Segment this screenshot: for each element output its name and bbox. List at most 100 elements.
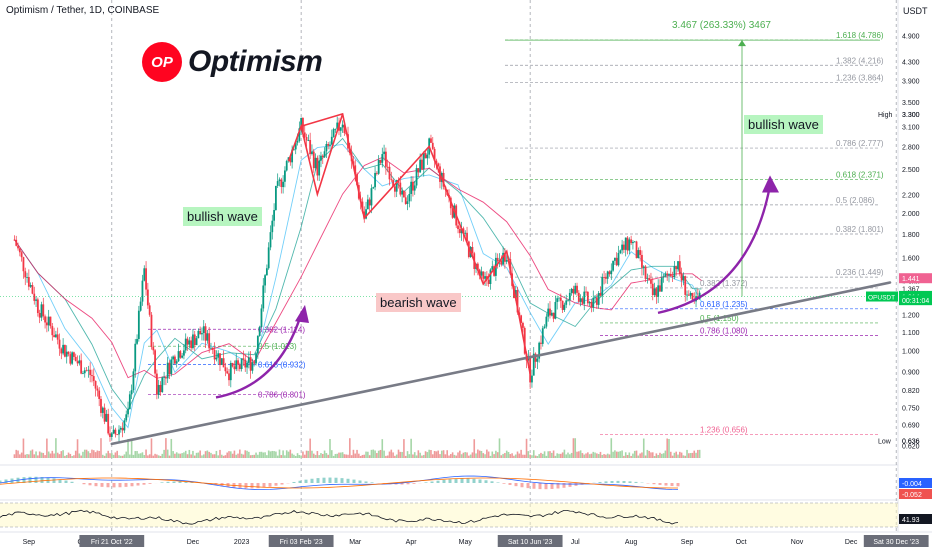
candle-body [279, 180, 281, 182]
volume-bar [293, 455, 295, 458]
volume-bar [136, 451, 138, 458]
volume-bar [297, 453, 299, 458]
volume-bar [282, 450, 284, 458]
candle-body [311, 152, 313, 154]
macd-histogram-bar [605, 481, 608, 483]
candle-body [484, 276, 486, 279]
candle-body [250, 357, 252, 370]
candle-body [652, 284, 654, 295]
volume-bar [266, 455, 268, 458]
volume-bar [598, 454, 600, 458]
candle-body [270, 232, 272, 247]
x-tick-label: Nov [791, 539, 804, 546]
candle-body [143, 268, 145, 280]
volume-bar [620, 451, 622, 458]
bullish-wave-right-label: bullish wave [744, 115, 823, 134]
volume-bar [502, 454, 504, 458]
candle-body [50, 317, 52, 326]
candle-body [645, 266, 647, 278]
macd-histogram-bar [485, 480, 488, 483]
volume-bar [210, 453, 212, 458]
volume-bar [524, 455, 526, 458]
volume-bar [134, 451, 136, 458]
macd-histogram-bar [545, 483, 548, 489]
candle-body [578, 293, 580, 302]
fib-label-right: 0.786 (2.777) [836, 139, 884, 148]
x-tick-label: Dec [845, 539, 858, 546]
volume-bar [226, 453, 228, 458]
candle-body [149, 305, 151, 314]
candle-body [75, 357, 77, 361]
volume-bar [558, 454, 560, 458]
volume-bar [511, 453, 513, 458]
macd-histogram-bar [449, 479, 452, 483]
candle-body [33, 294, 35, 301]
volume-bar [353, 450, 355, 458]
volume-bar [187, 454, 189, 458]
candle-body [297, 141, 299, 143]
volume-bar [308, 451, 310, 458]
volume-bar [531, 455, 533, 458]
volume-bar [246, 451, 248, 458]
candle-body [160, 385, 162, 392]
candle-body [244, 360, 246, 368]
candle-body [286, 161, 288, 170]
macd-histogram-bar [65, 481, 68, 483]
volume-bar [439, 454, 441, 458]
volume-bar [88, 451, 90, 458]
candle-body [179, 351, 181, 358]
volume-bar [376, 453, 378, 458]
candle-body [628, 239, 630, 250]
candle-body [84, 370, 86, 373]
volume-bar [378, 451, 380, 458]
candle-body [580, 298, 582, 301]
candle-body [643, 266, 645, 267]
candle-body [87, 370, 89, 371]
candle-body [221, 358, 223, 365]
x-tick-label: Sat 30 Dec '23 [873, 539, 919, 546]
volume-bar [51, 451, 53, 458]
candle-body [107, 414, 109, 434]
candle-body [425, 153, 427, 158]
candle-body [62, 345, 64, 354]
candle-body [329, 145, 331, 146]
candle-body [596, 297, 598, 305]
volume-bar [44, 455, 46, 458]
candle-body [255, 353, 257, 363]
candle-body [600, 293, 602, 296]
macd-histogram-bar [275, 483, 278, 486]
candle-body [531, 376, 533, 383]
candle-body [688, 295, 690, 296]
candle-body [571, 289, 573, 293]
volume-bar [610, 438, 612, 458]
volume-bar [576, 452, 578, 458]
candle-body [472, 247, 474, 253]
candle-body [621, 245, 623, 251]
candle-body [683, 276, 685, 280]
candle-body [271, 221, 273, 232]
volume-bar [326, 453, 328, 458]
candle-body [174, 357, 176, 364]
volume-bar [163, 450, 165, 458]
candle-body [23, 257, 25, 271]
volume-bar [650, 452, 652, 458]
volume-bar [625, 452, 627, 458]
volume-bar [133, 455, 135, 458]
y-tick-label: 1.000 [902, 349, 920, 356]
volume-bar [398, 450, 400, 458]
macd-histogram-bar [527, 483, 530, 488]
volume-bar [412, 454, 414, 458]
volume-bar [515, 455, 517, 458]
volume-bar [636, 451, 638, 458]
candle-body [668, 274, 670, 275]
candle-body [342, 125, 344, 128]
candle-body [627, 238, 629, 251]
volume-bar [578, 451, 580, 458]
volume-bar [264, 452, 266, 458]
volume-bar [160, 456, 162, 458]
x-tick-label: Fri 03 Feb '23 [280, 539, 323, 546]
volume-bar [529, 455, 531, 458]
macd-histogram-bar [359, 480, 362, 483]
